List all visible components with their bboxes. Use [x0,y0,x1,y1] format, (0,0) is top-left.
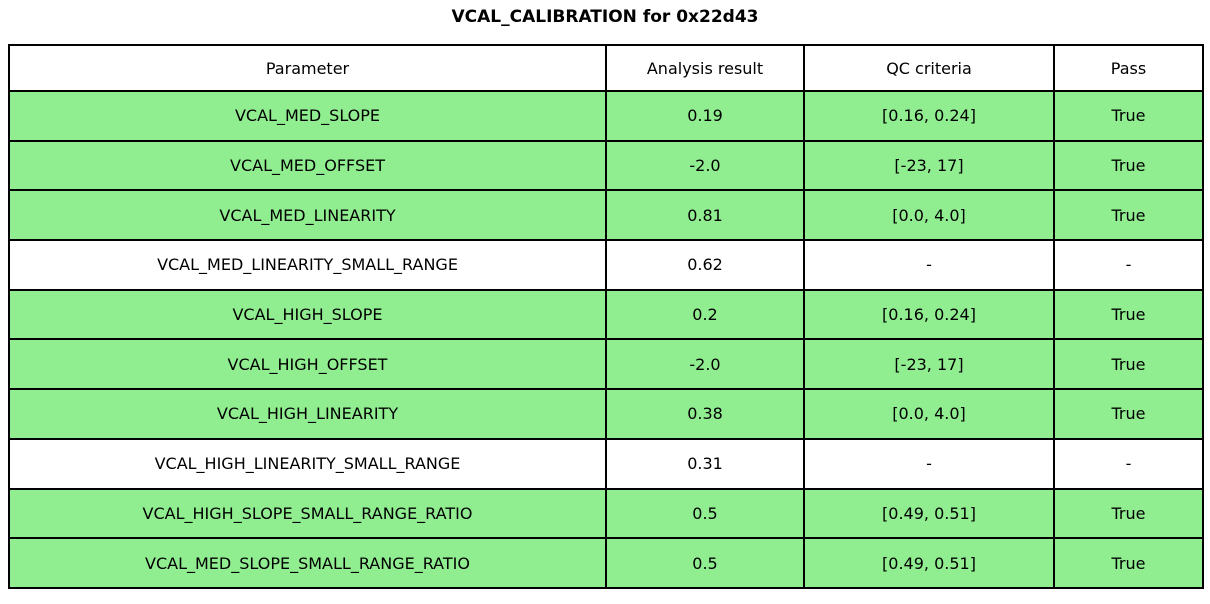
cell-parameter: VCAL_HIGH_LINEARITY [8,388,607,440]
cell-qc-criteria: [0.49, 0.51] [803,487,1055,540]
table-row: VCAL_HIGH_SLOPE 0.2 [0.16, 0.24] True [8,288,1204,341]
table-body: VCAL_MED_SLOPE 0.19 [0.16, 0.24] True VC… [8,90,1204,589]
cell-parameter: VCAL_MED_LINEARITY [8,189,607,242]
cell-pass: True [1053,189,1204,242]
cell-parameter: VCAL_MED_OFFSET [8,139,607,192]
table-header: Parameter Analysis result QC criteria Pa… [8,44,1204,92]
table-row: VCAL_HIGH_LINEARITY 0.38 [0.0, 4.0] True [8,388,1204,440]
cell-analysis-result: 0.62 [605,239,805,291]
table-row: VCAL_MED_SLOPE 0.19 [0.16, 0.24] True [8,90,1204,142]
table-row: VCAL_MED_LINEARITY_SMALL_RANGE 0.62 - - [8,239,1204,291]
cell-analysis-result: -2.0 [605,139,805,192]
header-pass: Pass [1053,44,1204,92]
cell-parameter: VCAL_MED_SLOPE_SMALL_RANGE_RATIO [8,537,607,589]
cell-pass: - [1053,437,1204,490]
cell-analysis-result: 0.81 [605,189,805,242]
cell-qc-criteria: [0.0, 4.0] [803,189,1055,242]
table-row: VCAL_MED_LINEARITY 0.81 [0.0, 4.0] True [8,189,1204,242]
cell-parameter: VCAL_MED_LINEARITY_SMALL_RANGE [8,239,607,291]
header-analysis-result: Analysis result [605,44,805,92]
cell-analysis-result: 0.19 [605,90,805,142]
cell-pass: True [1053,90,1204,142]
cell-parameter: VCAL_HIGH_OFFSET [8,338,607,391]
header-row: Parameter Analysis result QC criteria Pa… [8,44,1204,92]
table-row: VCAL_HIGH_SLOPE_SMALL_RANGE_RATIO 0.5 [0… [8,487,1204,540]
qc-table-figure: VCAL_CALIBRATION for 0x22d43 Parameter A… [8,7,1204,589]
cell-parameter: VCAL_HIGH_SLOPE_SMALL_RANGE_RATIO [8,487,607,540]
cell-qc-criteria: [0.16, 0.24] [803,288,1055,341]
cell-analysis-result: 0.38 [605,388,805,440]
cell-analysis-result: 0.5 [605,487,805,540]
cell-pass: - [1053,239,1204,291]
cell-parameter: VCAL_HIGH_SLOPE [8,288,607,341]
header-qc-criteria: QC criteria [803,44,1055,92]
cell-parameter: VCAL_HIGH_LINEARITY_SMALL_RANGE [8,437,607,490]
cell-pass: True [1053,537,1204,589]
cell-pass: True [1053,139,1204,192]
cell-analysis-result: 0.5 [605,537,805,589]
cell-qc-criteria: - [803,437,1055,490]
cell-qc-criteria: [-23, 17] [803,338,1055,391]
cell-analysis-result: -2.0 [605,338,805,391]
table-row: VCAL_MED_SLOPE_SMALL_RANGE_RATIO 0.5 [0.… [8,537,1204,589]
figure-title: VCAL_CALIBRATION for 0x22d43 [451,7,759,27]
table-row: VCAL_HIGH_OFFSET -2.0 [-23, 17] True [8,338,1204,391]
cell-analysis-result: 0.31 [605,437,805,490]
table-row: VCAL_MED_OFFSET -2.0 [-23, 17] True [8,139,1204,192]
cell-pass: True [1053,388,1204,440]
cell-pass: True [1053,288,1204,341]
cell-pass: True [1053,338,1204,391]
cell-analysis-result: 0.2 [605,288,805,341]
cell-parameter: VCAL_MED_SLOPE [8,90,607,142]
cell-qc-criteria: [0.0, 4.0] [803,388,1055,440]
cell-qc-criteria: [-23, 17] [803,139,1055,192]
cell-qc-criteria: - [803,239,1055,291]
table-row: VCAL_HIGH_LINEARITY_SMALL_RANGE 0.31 - - [8,437,1204,490]
qc-table: Parameter Analysis result QC criteria Pa… [8,44,1204,589]
cell-qc-criteria: [0.49, 0.51] [803,537,1055,589]
cell-qc-criteria: [0.16, 0.24] [803,90,1055,142]
header-parameter: Parameter [8,44,607,92]
cell-pass: True [1053,487,1204,540]
